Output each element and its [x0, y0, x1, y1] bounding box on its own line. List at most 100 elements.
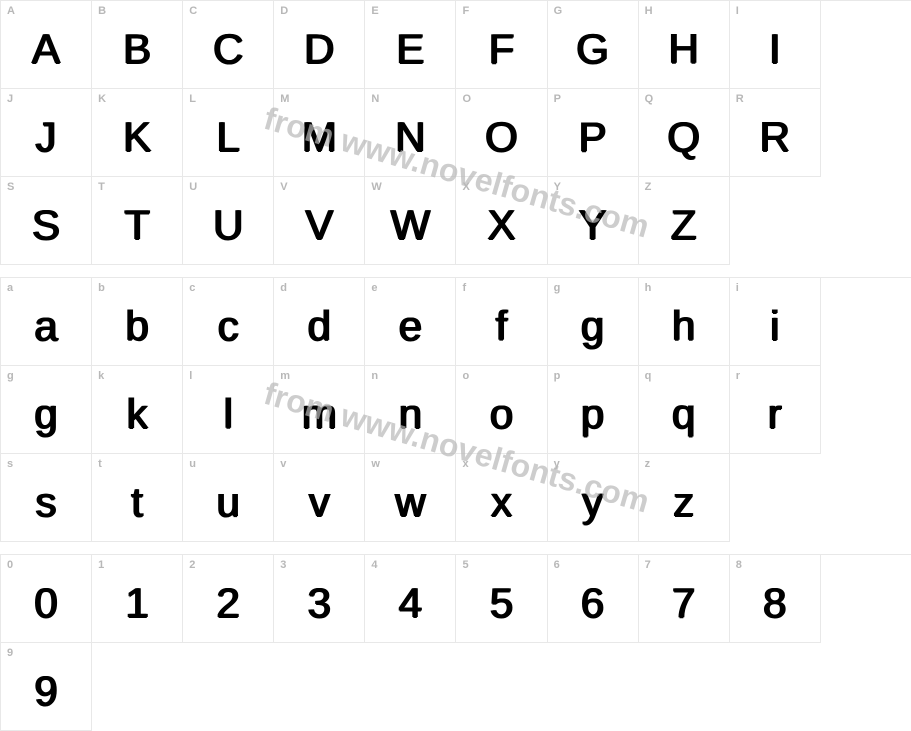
glyph-cell: LL — [183, 89, 274, 177]
glyph: c — [218, 302, 239, 350]
cell-label: D — [280, 5, 288, 17]
glyph-section: aabbccddeeffgghhiiggkkllmmnnooppqqrrsstt… — [0, 277, 911, 542]
glyph: 5 — [490, 579, 513, 627]
cell-label: 7 — [645, 559, 651, 571]
cell-label: G — [554, 5, 563, 17]
glyph: o — [490, 390, 513, 438]
glyph: i — [770, 302, 779, 350]
glyph: 2 — [217, 579, 240, 627]
glyph: s — [36, 478, 57, 526]
glyph-cell: kk — [92, 366, 183, 454]
glyph-cell: OO — [456, 89, 547, 177]
cell-label: U — [189, 181, 197, 193]
cell-label: a — [7, 282, 13, 294]
glyph-cell: MM — [274, 89, 365, 177]
glyph-cell: XX — [456, 177, 547, 265]
glyph: X — [488, 201, 516, 249]
glyph-cell: 88 — [730, 555, 821, 643]
glyph: e — [399, 302, 422, 350]
glyph: 1 — [125, 579, 148, 627]
glyph: J — [36, 113, 57, 161]
glyph: d — [308, 302, 331, 350]
glyph: g — [34, 390, 57, 438]
glyph-cell: FF — [456, 1, 547, 89]
glyph-cell: HH — [639, 1, 730, 89]
glyph: 7 — [672, 579, 695, 627]
cell-label: q — [645, 370, 652, 382]
glyph: y — [582, 478, 603, 526]
glyph-cell: PP — [548, 89, 639, 177]
cell-label: 8 — [736, 559, 742, 571]
cell-label: N — [371, 93, 379, 105]
cell-label: i — [736, 282, 739, 294]
glyph-cell: 11 — [92, 555, 183, 643]
glyph-cell: ww — [365, 454, 456, 542]
glyph: D — [304, 25, 334, 73]
glyph: U — [213, 201, 243, 249]
glyph: g — [581, 302, 604, 350]
cell-label: Z — [645, 181, 652, 193]
glyph-cell: ee — [365, 278, 456, 366]
glyph: b — [125, 302, 148, 350]
cell-label: Y — [554, 181, 561, 193]
cell-label: 3 — [280, 559, 286, 571]
glyph-cell: CC — [183, 1, 274, 89]
cell-label: o — [462, 370, 469, 382]
glyph: k — [127, 390, 148, 438]
glyph-cell: tt — [92, 454, 183, 542]
cell-label: h — [645, 282, 652, 294]
glyph: S — [32, 201, 60, 249]
section-gap — [0, 265, 911, 277]
glyph-cell: BB — [92, 1, 183, 89]
glyph: m — [302, 390, 337, 438]
glyph: T — [124, 201, 150, 249]
glyph: G — [576, 25, 609, 73]
glyph: L — [217, 113, 240, 161]
glyph-cell: EE — [365, 1, 456, 89]
glyph-cell: ZZ — [639, 177, 730, 265]
glyph-cell: WW — [365, 177, 456, 265]
glyph-cell: vv — [274, 454, 365, 542]
glyph-cell: RR — [730, 89, 821, 177]
cell-label: m — [280, 370, 290, 382]
cell-label: l — [189, 370, 192, 382]
glyph-cell: 00 — [1, 555, 92, 643]
cell-label: K — [98, 93, 106, 105]
glyph: 8 — [763, 579, 786, 627]
glyph-cell: VV — [274, 177, 365, 265]
glyph-cell: nn — [365, 366, 456, 454]
glyph: 9 — [34, 667, 57, 715]
glyph: r — [768, 390, 782, 438]
cell-label: L — [189, 93, 196, 105]
glyph-cell: ll — [183, 366, 274, 454]
glyph-cell: 99 — [1, 643, 92, 731]
cell-label: P — [554, 93, 561, 105]
cell-label: 9 — [7, 647, 13, 659]
glyph: F — [489, 25, 515, 73]
cell-label: 5 — [462, 559, 468, 571]
glyph-cell: ff — [456, 278, 547, 366]
cell-label: X — [462, 181, 469, 193]
glyph: t — [131, 478, 143, 526]
cell-label: R — [736, 93, 744, 105]
glyph: M — [302, 113, 337, 161]
cell-label: n — [371, 370, 378, 382]
glyph-cell: zz — [639, 454, 730, 542]
glyph-cell: gg — [1, 366, 92, 454]
cell-label: g — [554, 282, 561, 294]
glyph-cell: hh — [639, 278, 730, 366]
section-gap — [0, 542, 911, 554]
cell-label: S — [7, 181, 14, 193]
cell-label: C — [189, 5, 197, 17]
cell-label: B — [98, 5, 106, 17]
glyph: n — [399, 390, 422, 438]
glyph: R — [760, 113, 790, 161]
cell-label: s — [7, 458, 13, 470]
cell-label: w — [371, 458, 380, 470]
cell-label: 2 — [189, 559, 195, 571]
glyph-cell: gg — [548, 278, 639, 366]
glyph-cell: KK — [92, 89, 183, 177]
glyph: 6 — [581, 579, 604, 627]
glyph: Y — [579, 201, 607, 249]
glyph: l — [224, 390, 233, 438]
